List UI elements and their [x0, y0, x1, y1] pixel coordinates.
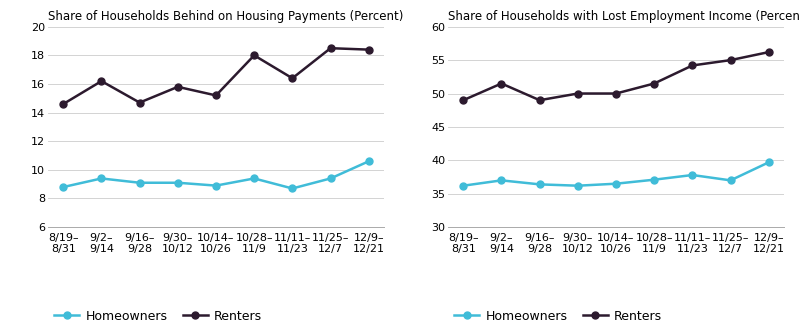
Legend: Homeowners, Renters: Homeowners, Renters: [454, 310, 662, 323]
Legend: Homeowners, Renters: Homeowners, Renters: [54, 310, 262, 323]
Text: Share of Households with Lost Employment Income (Percent): Share of Households with Lost Employment…: [448, 10, 800, 23]
Text: Share of Households Behind on Housing Payments (Percent): Share of Households Behind on Housing Pa…: [48, 10, 403, 23]
